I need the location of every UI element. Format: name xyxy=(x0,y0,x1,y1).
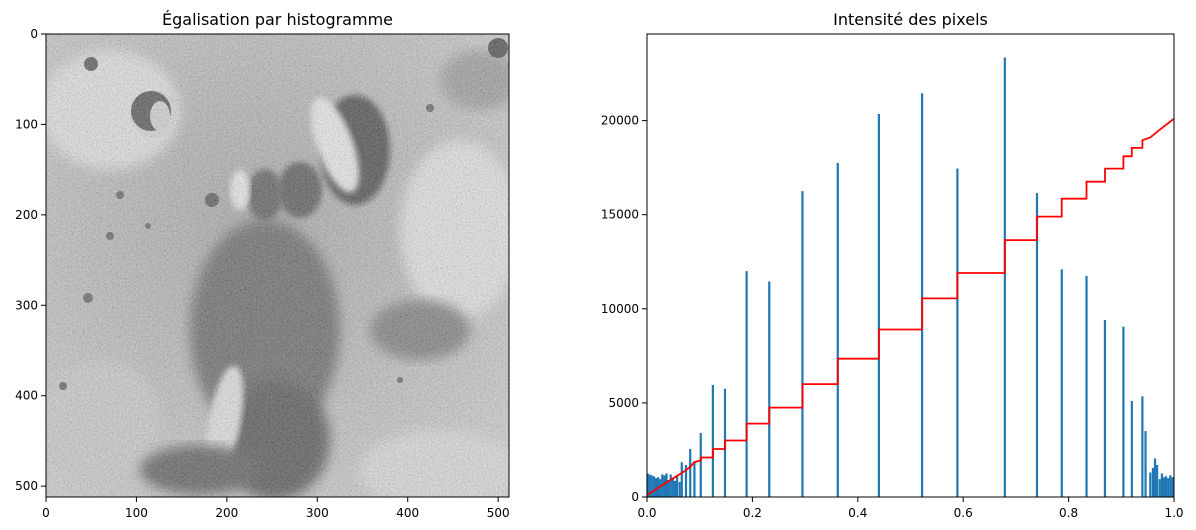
histogram-panel: Intensité des pixels 0.0 0.2 0.4 0.6 0.8 1.00… xyxy=(601,10,1184,520)
histogram-bar xyxy=(648,474,651,497)
y-tick-label: 300 xyxy=(15,298,38,312)
y-tick-label: 15000 xyxy=(601,208,639,222)
histogram-bar xyxy=(659,479,662,497)
histogram-bar xyxy=(673,481,677,497)
y-tick-label: 400 xyxy=(15,389,38,403)
histogram-bar xyxy=(646,473,649,497)
histogram-bar xyxy=(650,475,653,497)
x-tick-label: 0.6 xyxy=(954,506,973,520)
histogram-bar xyxy=(1060,269,1063,497)
histogram-bar xyxy=(1085,275,1088,497)
histogram-bar xyxy=(711,385,714,497)
histogram-bar xyxy=(678,481,681,497)
x-tick-label: 0.4 xyxy=(848,506,867,520)
y-tick-label: 5000 xyxy=(608,396,639,410)
x-tick-label: 100 xyxy=(125,506,148,520)
histogram-bar xyxy=(1160,473,1163,497)
histogram-bar xyxy=(745,271,748,497)
x-tick-label: 1.0 xyxy=(1164,506,1183,520)
y-tick-label: 10000 xyxy=(601,302,639,316)
image-ticks: 0 100 200 300 400 500 0 100 200 300 400 500 xyxy=(15,27,510,520)
moon-image xyxy=(46,34,509,497)
histogram-ticks: 0.0 0.2 0.4 0.6 0.8 1.0 0 5000 10000 15000 20000 xyxy=(601,114,1184,520)
y-tick-label: 20000 xyxy=(601,114,639,128)
histogram-bar xyxy=(699,433,702,497)
histogram-bar xyxy=(693,461,696,497)
histogram-bar xyxy=(920,93,924,497)
histogram-bar xyxy=(956,168,959,497)
histogram-bar xyxy=(654,478,658,497)
image-panel: Égalisation par histogramme xyxy=(15,10,510,520)
y-tick-label: 200 xyxy=(15,208,38,222)
histogram-bar xyxy=(1167,478,1170,497)
histogram-bar xyxy=(1130,401,1133,497)
y-tick-label: 100 xyxy=(15,117,38,131)
histogram-bar xyxy=(1144,431,1147,497)
histogram-bar xyxy=(877,113,880,497)
histogram-bar xyxy=(1151,467,1155,497)
histogram-bar xyxy=(667,480,670,497)
histogram-bar xyxy=(1103,320,1107,497)
x-tick-label: 0.0 xyxy=(637,506,656,520)
x-tick-label: 0 xyxy=(42,506,50,520)
x-tick-label: 200 xyxy=(215,506,238,520)
image-title: Égalisation par histogramme xyxy=(162,10,393,29)
histogram-bar xyxy=(768,281,771,497)
histogram-bar xyxy=(1122,326,1125,497)
histogram-bar xyxy=(1035,193,1039,497)
histogram-bar xyxy=(1153,458,1157,497)
histogram-bar xyxy=(680,462,683,497)
histogram-bar xyxy=(671,478,674,497)
x-tick-label: 0.2 xyxy=(743,506,762,520)
histogram-bar xyxy=(652,476,655,497)
histogram-bar xyxy=(1158,479,1161,497)
histogram-title: Intensité des pixels xyxy=(833,10,988,29)
histogram-bar xyxy=(1141,396,1144,497)
histogram-bar xyxy=(663,475,666,497)
histogram-bar xyxy=(1162,477,1166,497)
histogram-bar xyxy=(1171,477,1174,497)
y-tick-label: 500 xyxy=(15,479,38,493)
histogram-bar xyxy=(665,473,668,497)
histogram-bar xyxy=(675,476,679,497)
y-tick-label: 0 xyxy=(30,27,38,41)
x-tick-label: 400 xyxy=(396,506,419,520)
histogram-bar xyxy=(1003,57,1006,497)
x-tick-label: 500 xyxy=(487,506,510,520)
cdf-line xyxy=(646,117,1175,496)
x-tick-label: 0.8 xyxy=(1059,506,1078,520)
y-tick-label: 0 xyxy=(631,490,639,504)
histogram-bar xyxy=(801,191,804,498)
histogram-bar xyxy=(689,449,692,497)
histogram-bar xyxy=(1156,465,1159,497)
histogram-bar xyxy=(684,465,688,497)
histogram-bars xyxy=(646,57,1174,498)
x-tick-label: 300 xyxy=(306,506,329,520)
histogram-bar xyxy=(1164,476,1168,497)
histogram-bar xyxy=(1169,475,1172,497)
histogram-bar xyxy=(836,162,839,497)
histogram-bar xyxy=(669,474,672,497)
histogram-bar xyxy=(1149,472,1152,497)
